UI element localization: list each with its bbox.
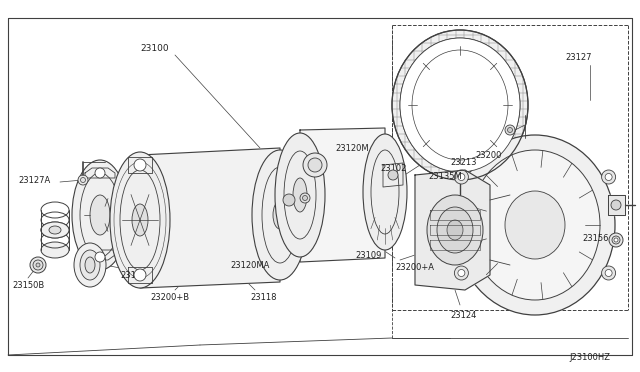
- Circle shape: [95, 168, 105, 178]
- Circle shape: [33, 260, 43, 270]
- Text: 23135M: 23135M: [428, 171, 461, 180]
- Polygon shape: [278, 188, 300, 212]
- Circle shape: [30, 257, 46, 273]
- Circle shape: [505, 125, 515, 135]
- Ellipse shape: [505, 191, 565, 259]
- Ellipse shape: [252, 150, 308, 280]
- Circle shape: [458, 173, 465, 180]
- Text: 23213: 23213: [450, 157, 477, 167]
- Ellipse shape: [275, 133, 325, 257]
- Circle shape: [508, 128, 513, 132]
- Polygon shape: [430, 210, 480, 220]
- Polygon shape: [140, 148, 280, 288]
- Ellipse shape: [85, 257, 95, 273]
- Ellipse shape: [41, 242, 69, 258]
- Text: 23156: 23156: [582, 234, 609, 243]
- Circle shape: [36, 263, 40, 267]
- Ellipse shape: [110, 152, 170, 288]
- Text: 23124: 23124: [450, 311, 476, 320]
- Circle shape: [602, 266, 616, 280]
- Circle shape: [303, 196, 307, 201]
- Circle shape: [388, 170, 398, 180]
- Polygon shape: [430, 225, 480, 235]
- Text: 23200: 23200: [475, 151, 501, 160]
- Circle shape: [81, 177, 86, 183]
- Ellipse shape: [273, 201, 287, 229]
- Circle shape: [78, 175, 88, 185]
- Circle shape: [300, 193, 310, 203]
- Ellipse shape: [363, 134, 407, 250]
- Circle shape: [602, 170, 616, 184]
- Circle shape: [454, 170, 468, 184]
- Ellipse shape: [293, 178, 307, 212]
- Circle shape: [283, 194, 295, 206]
- Circle shape: [454, 266, 468, 280]
- Circle shape: [134, 269, 146, 281]
- Ellipse shape: [90, 195, 110, 235]
- Ellipse shape: [132, 204, 148, 236]
- Text: 23200+A: 23200+A: [395, 263, 434, 273]
- Polygon shape: [85, 250, 115, 260]
- Text: 23127A: 23127A: [18, 176, 51, 185]
- Text: 23120M: 23120M: [335, 144, 369, 153]
- Ellipse shape: [400, 38, 520, 172]
- Ellipse shape: [447, 220, 463, 240]
- Ellipse shape: [392, 30, 528, 180]
- Text: 23102: 23102: [380, 164, 406, 173]
- Text: 23118: 23118: [250, 294, 276, 302]
- Ellipse shape: [74, 243, 106, 287]
- Polygon shape: [85, 168, 115, 178]
- Text: 23120MA: 23120MA: [230, 260, 269, 269]
- Circle shape: [605, 269, 612, 276]
- Ellipse shape: [308, 158, 322, 172]
- Text: 23150B: 23150B: [12, 280, 44, 289]
- Circle shape: [134, 159, 146, 171]
- Polygon shape: [430, 240, 480, 250]
- Polygon shape: [383, 163, 403, 187]
- Text: 23100: 23100: [140, 44, 168, 52]
- Ellipse shape: [427, 195, 483, 265]
- Polygon shape: [300, 128, 385, 262]
- Ellipse shape: [80, 250, 100, 280]
- Ellipse shape: [470, 150, 600, 300]
- Circle shape: [458, 269, 465, 276]
- Circle shape: [612, 236, 620, 244]
- Text: J23100HZ: J23100HZ: [569, 353, 610, 362]
- Circle shape: [95, 252, 105, 262]
- Polygon shape: [608, 195, 625, 215]
- Ellipse shape: [49, 226, 61, 234]
- Polygon shape: [128, 267, 152, 283]
- Ellipse shape: [303, 153, 327, 177]
- Text: 23109: 23109: [355, 250, 381, 260]
- Polygon shape: [415, 170, 490, 290]
- Circle shape: [605, 173, 612, 180]
- Ellipse shape: [72, 160, 128, 270]
- Text: 23200+B: 23200+B: [150, 294, 189, 302]
- Circle shape: [614, 238, 618, 242]
- Ellipse shape: [455, 135, 615, 315]
- Text: 23127: 23127: [565, 52, 591, 61]
- Polygon shape: [128, 157, 152, 173]
- Ellipse shape: [437, 207, 473, 253]
- Ellipse shape: [41, 222, 69, 238]
- Circle shape: [609, 233, 623, 247]
- Circle shape: [611, 200, 621, 210]
- Text: 23150: 23150: [120, 270, 147, 279]
